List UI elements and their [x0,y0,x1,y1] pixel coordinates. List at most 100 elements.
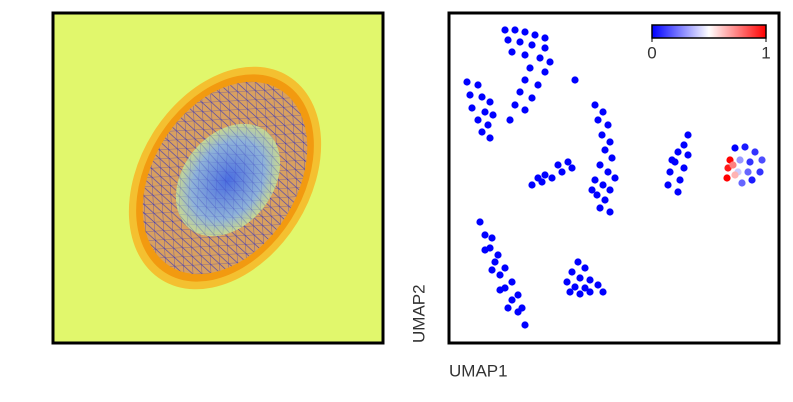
point [581,284,589,292]
point [758,156,766,164]
point [514,291,522,299]
point [576,290,584,298]
point [541,34,549,42]
point [521,28,529,36]
point [738,179,746,187]
point [504,36,512,44]
colorbar-tick-label: 0 [647,43,656,62]
point [496,271,504,279]
point [486,98,494,106]
point [463,78,471,86]
point [723,174,731,182]
point [489,111,497,119]
point [746,158,754,166]
colorbar [651,24,767,39]
point [748,176,756,184]
point [528,94,536,102]
point [594,281,602,289]
point [684,131,692,139]
point [491,258,499,266]
point [501,26,509,34]
point [508,296,516,304]
point [478,93,486,101]
point [474,81,482,89]
point [566,288,574,296]
point [564,158,572,166]
point [593,191,601,199]
point [531,31,539,39]
point [563,278,571,286]
point [601,146,609,154]
point [516,88,524,96]
point [508,48,516,56]
point [554,161,562,169]
colorbar-tick-label: 1 [761,43,770,62]
point [606,208,614,216]
y-axis-label: UMAP2 [409,284,428,343]
point [541,44,549,52]
point [674,148,682,156]
point [466,91,474,99]
point [511,101,519,109]
point [751,148,759,156]
point [481,246,489,254]
point [596,204,604,212]
point [606,186,614,194]
point [484,121,492,129]
point [534,174,542,182]
point [599,181,607,189]
point [496,286,504,294]
point [546,58,554,66]
point [506,116,514,124]
point [508,278,516,286]
point [731,144,739,152]
point [574,258,582,266]
point [494,251,502,259]
point [541,171,549,179]
point [488,266,496,274]
point [604,168,612,176]
point [666,168,674,176]
point [521,321,529,329]
x-axis-label: UMAP1 [449,361,508,380]
point [521,76,529,84]
point [528,181,536,189]
point [744,168,752,176]
point [599,108,607,116]
point [588,186,596,194]
point [586,288,594,296]
point [611,174,619,182]
point [680,141,688,149]
point [568,268,576,276]
point [756,168,764,176]
point [541,68,549,76]
point [731,171,739,179]
point [568,164,576,172]
left-frame [51,11,385,345]
point [474,116,482,124]
point [599,288,607,296]
point [526,64,534,72]
point [481,231,489,239]
point [601,196,609,204]
point [668,156,676,164]
point [608,154,616,162]
point [594,116,602,124]
point [591,101,599,109]
point [486,134,494,142]
point [548,174,556,182]
point [478,128,486,136]
point [516,38,524,46]
heatmap-image [53,13,383,343]
point [674,188,682,196]
point [586,276,594,284]
point [468,104,476,112]
point [664,181,672,189]
point [521,106,529,114]
point [680,164,688,172]
point [676,176,684,184]
point [571,283,579,291]
point [518,304,526,312]
point [536,54,544,62]
